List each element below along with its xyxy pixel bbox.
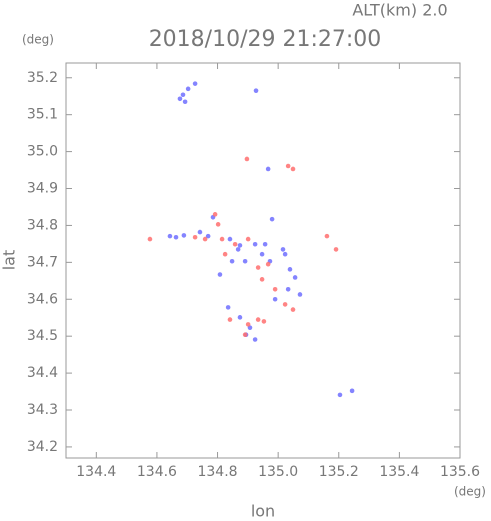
point	[177, 96, 183, 102]
x-unit: (deg)	[454, 485, 486, 499]
x-tick-label: 134.6	[137, 464, 177, 480]
point	[212, 212, 218, 217]
y-tick-label: 35.0	[27, 144, 58, 160]
point	[202, 236, 208, 242]
point	[229, 258, 235, 264]
x-axis-label: lon	[251, 502, 275, 521]
point	[282, 302, 288, 307]
point	[237, 315, 243, 320]
point	[282, 251, 288, 257]
y-tick-label: 34.6	[27, 291, 58, 307]
y-axis-label: lat	[0, 250, 19, 271]
y-tick-label: 34.5	[27, 328, 58, 344]
y-tick-label: 34.8	[27, 217, 58, 233]
point	[237, 243, 243, 248]
point	[287, 267, 293, 272]
point	[262, 241, 268, 247]
point	[265, 261, 271, 267]
point	[252, 241, 258, 247]
point	[242, 332, 248, 338]
point	[217, 272, 223, 277]
y-tick-label: 34.4	[27, 365, 58, 381]
point	[261, 319, 267, 324]
y-tick-label: 35.2	[27, 70, 58, 86]
y-tick-label: 34.2	[27, 439, 58, 455]
x-tick-label: 135.4	[379, 464, 419, 480]
point	[225, 305, 231, 310]
point	[227, 236, 233, 242]
point	[349, 388, 355, 394]
point	[222, 251, 228, 257]
point	[285, 163, 291, 169]
y-tick-label: 34.3	[27, 402, 58, 418]
point	[192, 234, 198, 240]
point	[227, 317, 233, 322]
point	[182, 99, 188, 105]
point	[272, 296, 278, 302]
point	[337, 392, 343, 398]
point	[333, 247, 339, 252]
x-tick-label: 135.2	[319, 464, 359, 480]
point	[259, 251, 265, 257]
x-tick-label: 135.0	[258, 464, 298, 480]
point	[324, 233, 330, 239]
y-unit: (deg)	[22, 33, 54, 47]
point	[259, 277, 265, 282]
point	[253, 88, 259, 93]
point	[290, 307, 296, 312]
point	[173, 234, 179, 240]
y-tick-label: 35.1	[27, 107, 58, 123]
point	[252, 337, 258, 342]
point	[244, 156, 250, 162]
point	[181, 233, 187, 238]
point	[255, 265, 261, 270]
point	[215, 222, 221, 227]
point	[235, 247, 241, 252]
point	[232, 241, 238, 247]
y-tick-label: 34.9	[27, 181, 58, 197]
point	[205, 233, 211, 239]
point	[280, 247, 286, 252]
point	[269, 216, 275, 222]
point	[290, 166, 296, 172]
point	[272, 286, 278, 292]
point	[219, 236, 225, 242]
y-tick-label: 34.7	[27, 254, 58, 270]
point	[185, 86, 191, 92]
plot-frame	[65, 62, 461, 459]
point	[192, 81, 198, 86]
point	[167, 233, 173, 239]
x-tick-label: 135.6	[440, 464, 480, 480]
point	[265, 166, 271, 172]
point	[245, 322, 251, 327]
point	[197, 229, 203, 235]
point	[245, 236, 251, 242]
point	[147, 236, 153, 242]
chart-subtitle: ALT(km) 2.0	[352, 1, 447, 20]
point	[297, 292, 303, 297]
point	[292, 275, 298, 280]
point	[180, 92, 186, 98]
point	[242, 258, 248, 264]
point	[255, 317, 261, 322]
x-tick-label: 134.4	[76, 464, 116, 480]
x-tick-label: 134.8	[197, 464, 237, 480]
chart-title: 2018/10/29 21:27:00	[149, 27, 382, 52]
point	[285, 286, 291, 292]
